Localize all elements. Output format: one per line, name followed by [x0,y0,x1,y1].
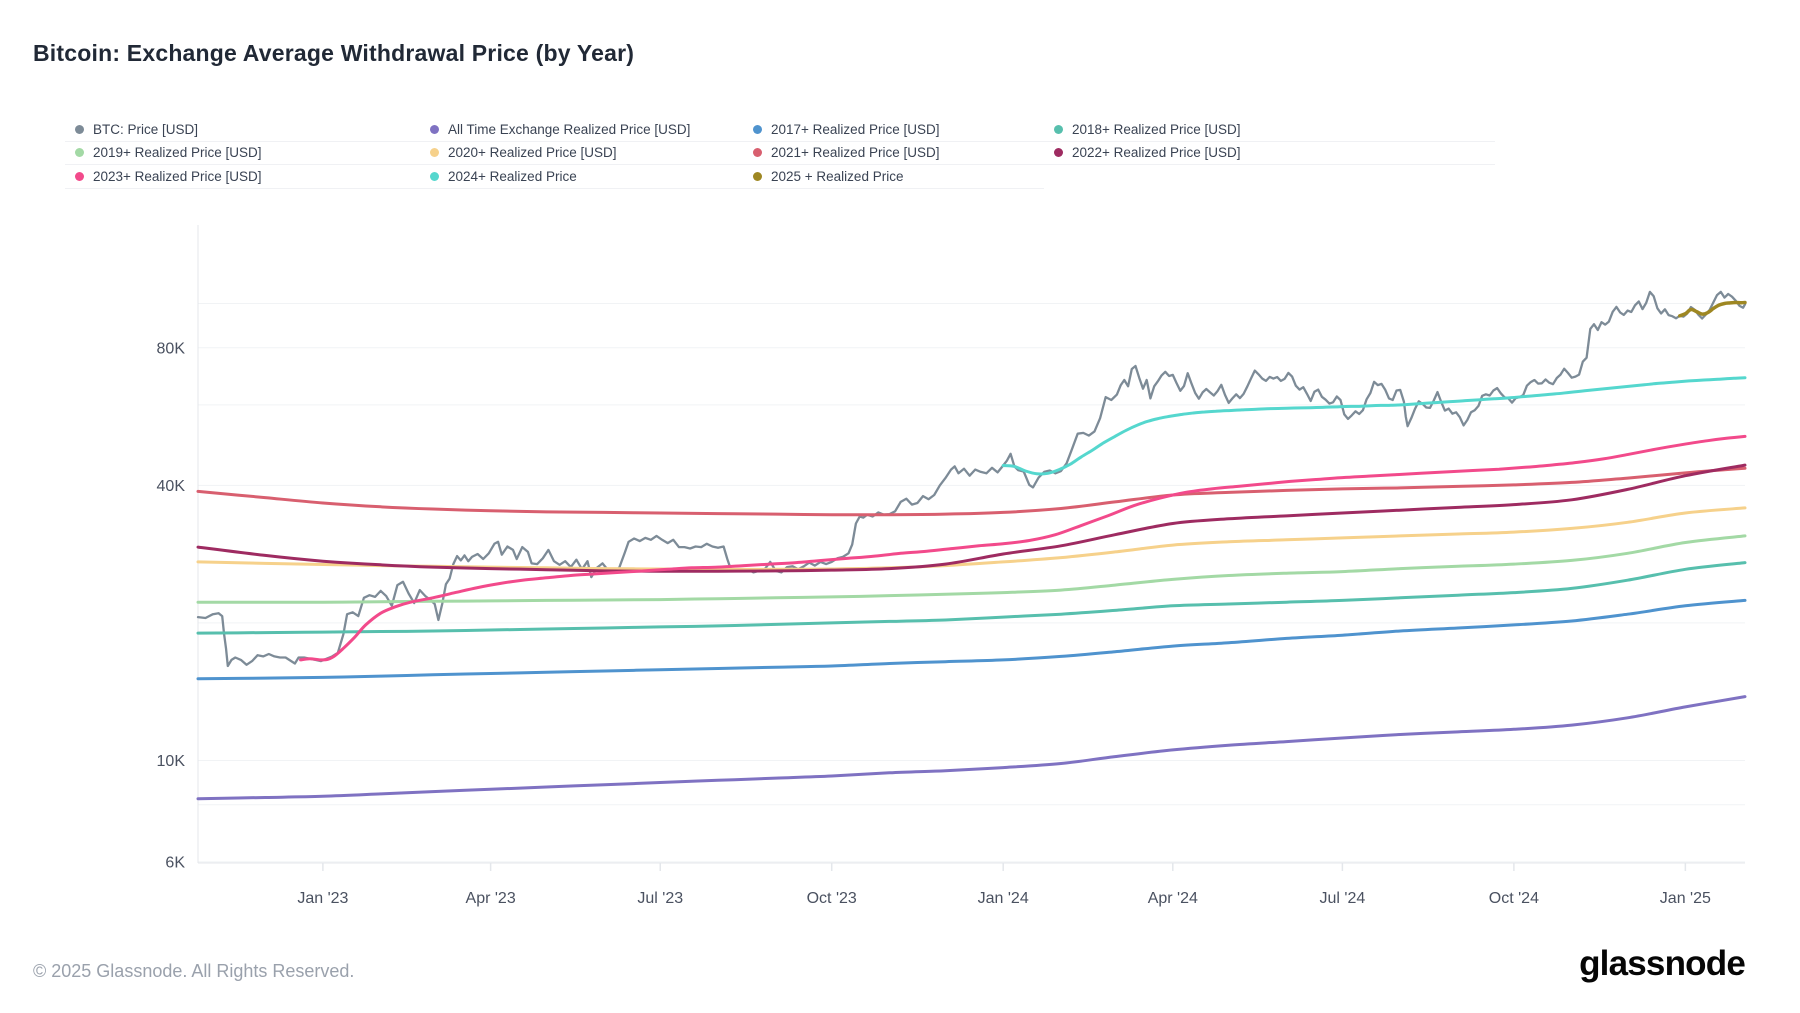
legend-dot [753,124,762,134]
series-rp2024 [1001,376,1747,476]
glassnode-logo: glassnode [1579,944,1746,983]
legend: BTC: Price [USD] All Time Exchange Realiz… [65,118,1495,189]
legend-item-rp2025[interactable]: 2025 + Realized Price [743,165,1044,189]
legend-dot [1054,148,1063,158]
series-rp2017 [196,598,1747,681]
legend-item-rp2018[interactable]: 2018+ Realized Price [USD] [1044,118,1495,142]
legend-item-label: 2018+ Realized Price [USD] [1072,121,1241,137]
x-tick-label: Apr '23 [466,890,516,907]
series-rp2022 [196,463,1747,573]
legend-item-label: 2024+ Realized Price [448,168,577,184]
legend-item-rp2017[interactable]: 2017+ Realized Price [USD] [743,118,1044,142]
legend-dot [75,148,84,158]
legend-item-rp2020[interactable]: 2020+ Realized Price [USD] [420,142,743,165]
legend-item-label: 2025 + Realized Price [771,168,904,184]
series-rp2019 [196,534,1747,604]
y-tick-label-6K: 6K [165,854,185,871]
legend-item-label: 2019+ Realized Price [USD] [93,145,262,161]
legend-item-rp2019[interactable]: 2019+ Realized Price [USD] [65,142,420,165]
legend-item-btc[interactable]: BTC: Price [USD] [65,118,420,142]
legend-item-label: 2021+ Realized Price [USD] [771,145,940,161]
legend-item-label: 2023+ Realized Price [USD] [93,168,262,184]
page-title: Bitcoin: Exchange Average Withdrawal Pri… [33,40,635,66]
x-tick-label: Oct '23 [807,890,857,907]
x-tick-label: Jul '24 [1320,890,1366,907]
x-tick-label: Jan '23 [297,890,348,907]
legend-dot [753,148,762,158]
y-tick-label-80K: 80K [157,340,186,357]
legend-item-label: All Time Exchange Realized Price [USD] [448,121,691,137]
x-tick-label: Jul '23 [637,890,683,907]
legend-dot [430,148,439,158]
x-tick-label: Apr '24 [1148,890,1198,907]
legend-dot [75,171,84,181]
legend-item-label: 2017+ Realized Price [USD] [771,121,940,137]
legend-item-rp2024[interactable]: 2024+ Realized Price [420,165,743,189]
y-tick-label-10K: 10K [157,753,186,770]
legend-dot [430,124,439,134]
series-rp2025 [1678,300,1747,318]
legend-dot [75,124,84,134]
legend-item-alltime[interactable]: All Time Exchange Realized Price [USD] [420,118,743,142]
legend-item-rp2021[interactable]: 2021+ Realized Price [USD] [743,142,1044,165]
legend-item-rp2023[interactable]: 2023+ Realized Price [USD] [65,165,420,189]
series-btc [196,290,1747,668]
legend-dot [430,171,439,181]
legend-item-label: BTC: Price [USD] [93,121,199,137]
legend-dot [753,171,762,181]
series-rp2023 [299,434,1747,662]
x-tick-label: Jan '25 [1660,890,1711,907]
legend-item-label: 2020+ Realized Price [USD] [448,145,617,161]
series-rp2021 [196,466,1747,517]
legend-dot [1054,124,1063,134]
y-tick-label-40K: 40K [157,478,186,495]
series-rp2018 [196,561,1747,635]
legend-item-rp2022[interactable]: 2022+ Realized Price [USD] [1044,142,1495,165]
x-tick-label: Oct '24 [1489,890,1539,907]
copyright-text: © 2025 Glassnode. All Rights Reserved. [33,961,355,981]
series-alltime [196,695,1747,801]
x-tick-label: Jan '24 [978,890,1029,907]
chart-plot-area[interactable] [198,225,1745,863]
legend-item-label: 2022+ Realized Price [USD] [1072,145,1241,161]
